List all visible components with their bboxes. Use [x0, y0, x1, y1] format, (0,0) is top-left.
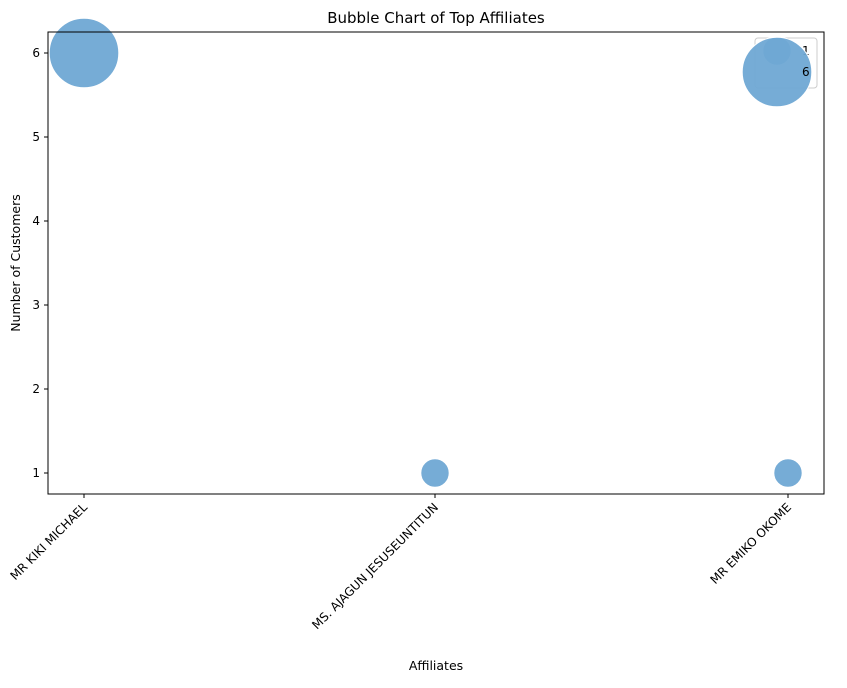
bubble-point [48, 17, 120, 89]
y-tick-label: 6 [32, 46, 40, 60]
chart-title: Bubble Chart of Top Affiliates [327, 9, 545, 27]
legend-marker [741, 36, 813, 108]
bubble-point [420, 458, 450, 488]
y-tick-label: 1 [32, 466, 40, 480]
y-tick-label: 3 [32, 298, 40, 312]
bubble-point [773, 458, 803, 488]
y-axis: 1 2 3 4 5 6 [32, 46, 48, 480]
y-tick-label: 2 [32, 382, 40, 396]
plot-frame [47, 31, 825, 495]
legend-label: 1 [802, 44, 810, 58]
legend: 16 [741, 36, 818, 108]
y-tick-label: 5 [32, 130, 40, 144]
legend-label: 6 [802, 65, 810, 79]
x-axis-title: Affiliates [409, 658, 463, 673]
y-tick-label: 4 [32, 214, 40, 228]
plot-area [48, 17, 803, 488]
y-axis-title: Number of Customers [8, 194, 23, 331]
